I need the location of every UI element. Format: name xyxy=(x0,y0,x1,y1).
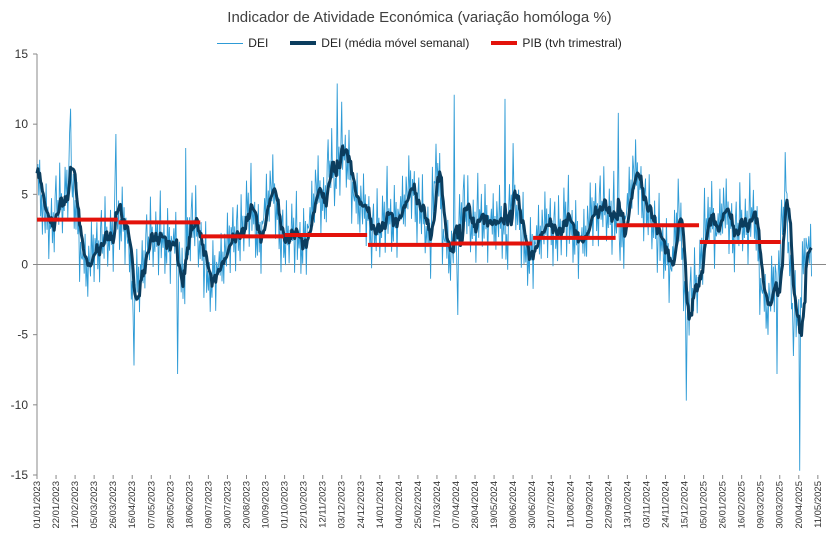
x-tick-label: 10/09/2023 xyxy=(261,481,272,529)
legend-item-dei: DEI xyxy=(217,36,268,50)
x-tick-label: 11/05/2025 xyxy=(813,481,824,528)
x-tick-label: 16/04/2023 xyxy=(127,481,138,529)
y-tick-label: -5 xyxy=(17,328,28,342)
legend-item-dei-mm: DEI (média móvel semanal) xyxy=(290,36,469,50)
legend-item-pib: PIB (tvh trimestral) xyxy=(491,36,622,50)
x-tick-label: 09/03/2025 xyxy=(756,481,767,529)
y-tick-label: 15 xyxy=(15,47,29,61)
x-tick-label: 20/04/2025 xyxy=(794,481,805,529)
legend-label-dei-mm: DEI (média móvel semanal) xyxy=(321,36,470,50)
x-tick-label: 03/11/2024 xyxy=(641,481,652,528)
x-tick-label: 07/04/2024 xyxy=(451,481,462,529)
y-tick-label: -15 xyxy=(11,468,29,482)
x-tick-label: 24/12/2023 xyxy=(356,481,367,529)
legend-swatch-dei xyxy=(217,42,244,44)
legend-swatch-dei-mm xyxy=(290,41,317,45)
x-tick-label: 24/11/2024 xyxy=(660,481,671,528)
x-tick-label: 07/05/2023 xyxy=(146,481,157,529)
x-tick-label: 09/06/2024 xyxy=(508,481,519,529)
x-tick-label: 05/01/2025 xyxy=(699,481,710,529)
x-tick-label: 26/03/2023 xyxy=(108,481,119,529)
legend-label-dei: DEI xyxy=(248,36,269,50)
x-tick-label: 19/05/2024 xyxy=(489,481,500,529)
x-tick-label: 13/10/2024 xyxy=(622,481,633,529)
y-tick-label: -10 xyxy=(11,398,29,412)
x-tick-label: 01/01/2023 xyxy=(32,481,43,529)
x-tick-label: 28/04/2024 xyxy=(470,481,481,529)
legend-swatch-pib xyxy=(491,41,518,45)
x-tick-label: 22/09/2024 xyxy=(603,481,614,529)
x-tick-label: 15/12/2024 xyxy=(680,481,691,529)
legend-label-pib: PIB (tvh trimestral) xyxy=(522,36,622,50)
x-tick-label: 14/01/2024 xyxy=(375,481,386,529)
chart-title: Indicador de Atividade Económica (variaç… xyxy=(227,9,612,26)
x-tick-label: 12/02/2023 xyxy=(70,481,81,529)
x-tick-label: 05/03/2023 xyxy=(89,481,100,529)
x-tick-label: 25/02/2024 xyxy=(413,481,424,529)
x-tick-label: 30/06/2024 xyxy=(527,481,538,529)
y-tick-label: 0 xyxy=(21,258,28,272)
x-tick-label: 28/05/2023 xyxy=(165,481,176,529)
x-tick-label: 01/10/2023 xyxy=(280,481,291,529)
x-tick-label: 18/06/2023 xyxy=(184,481,195,529)
series-dei-mm-line xyxy=(35,144,813,337)
y-tick-label: 5 xyxy=(21,187,28,201)
x-tick-label: 22/10/2023 xyxy=(299,481,310,529)
x-tick-label: 12/11/2023 xyxy=(318,481,329,528)
x-tick-label: 01/09/2024 xyxy=(584,481,595,529)
x-tick-label: 30/07/2023 xyxy=(222,481,233,529)
series-dei-line xyxy=(36,83,812,471)
x-tick-label: 03/12/2023 xyxy=(337,481,348,529)
x-tick-label: 17/03/2024 xyxy=(432,481,443,529)
x-tick-label: 20/08/2023 xyxy=(241,481,252,529)
x-tick-label: 22/01/2023 xyxy=(51,481,62,529)
x-tick-label: 04/02/2024 xyxy=(394,481,405,529)
y-tick-label: 10 xyxy=(15,117,29,131)
legend: DEI DEI (média móvel semanal) PIB (tvh t… xyxy=(0,36,839,50)
x-tick-label: 09/07/2023 xyxy=(203,481,214,529)
x-tick-label: 16/02/2025 xyxy=(737,481,748,529)
x-tick-label: 11/08/2024 xyxy=(565,481,576,528)
x-tick-label: 21/07/2024 xyxy=(546,481,557,529)
x-tick-label: 30/03/2025 xyxy=(775,481,786,529)
x-tick-label: 26/01/2025 xyxy=(718,481,729,529)
